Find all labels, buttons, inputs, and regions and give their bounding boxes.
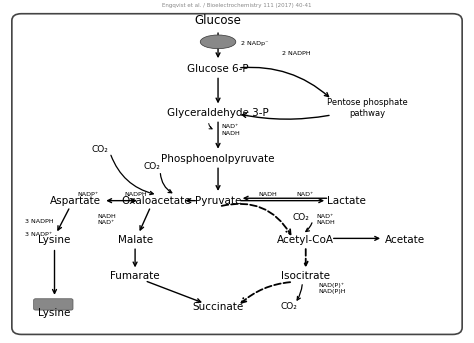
Text: 3 NADPH: 3 NADPH [25, 219, 53, 224]
Text: Isocitrate: Isocitrate [281, 271, 330, 281]
Text: NADPH: NADPH [124, 192, 147, 197]
Text: Phosphoenolpyruvate: Phosphoenolpyruvate [161, 154, 275, 165]
Text: CO₂: CO₂ [91, 145, 108, 154]
Text: Glyceraldehyde 3-P: Glyceraldehyde 3-P [167, 108, 269, 118]
Text: Fumarate: Fumarate [110, 271, 160, 281]
Text: Malate: Malate [118, 235, 153, 245]
Text: Lysine: Lysine [38, 308, 71, 318]
Text: 2 NADPH: 2 NADPH [282, 51, 310, 56]
Text: Lysine: Lysine [38, 235, 71, 245]
Text: Succinate: Succinate [192, 302, 244, 312]
Text: CO₂: CO₂ [143, 162, 160, 171]
Text: Pyruvate: Pyruvate [195, 196, 241, 206]
Text: NAD⁺: NAD⁺ [97, 220, 115, 225]
Text: 2 NADp⁻: 2 NADp⁻ [241, 42, 268, 46]
Text: 3 NADP⁺: 3 NADP⁺ [25, 233, 52, 237]
Text: Lactate: Lactate [327, 196, 365, 206]
Text: Glucose 6-P: Glucose 6-P [187, 63, 249, 74]
Text: Oxaloacetate: Oxaloacetate [122, 196, 191, 206]
Ellipse shape [200, 35, 236, 49]
Text: CO₂: CO₂ [281, 303, 298, 311]
Text: Engqvist et al. / Bioelectrochemistry 111 (2017) 40-41: Engqvist et al. / Bioelectrochemistry 11… [162, 3, 312, 9]
Text: NAD⁺: NAD⁺ [222, 125, 239, 129]
Text: NADH: NADH [222, 131, 241, 135]
Text: Glucose: Glucose [195, 14, 241, 27]
Text: NAD(P)H: NAD(P)H [319, 289, 346, 294]
Text: NADP⁺: NADP⁺ [77, 192, 99, 197]
Text: Pentose phosphate
pathway: Pentose phosphate pathway [327, 98, 408, 118]
Text: NADH: NADH [97, 214, 116, 219]
Text: NADH: NADH [258, 192, 277, 197]
Text: NAD⁺: NAD⁺ [296, 192, 314, 197]
Text: NAD⁺: NAD⁺ [317, 214, 334, 219]
Text: CO₂: CO₂ [292, 213, 310, 222]
Text: NADH: NADH [317, 221, 336, 225]
Text: Acetate: Acetate [385, 235, 425, 245]
Text: NAD(P)⁺: NAD(P)⁺ [319, 283, 345, 288]
Text: Acetyl-CoA: Acetyl-CoA [277, 235, 334, 245]
FancyBboxPatch shape [34, 299, 73, 310]
Text: Aspartate: Aspartate [50, 196, 101, 206]
